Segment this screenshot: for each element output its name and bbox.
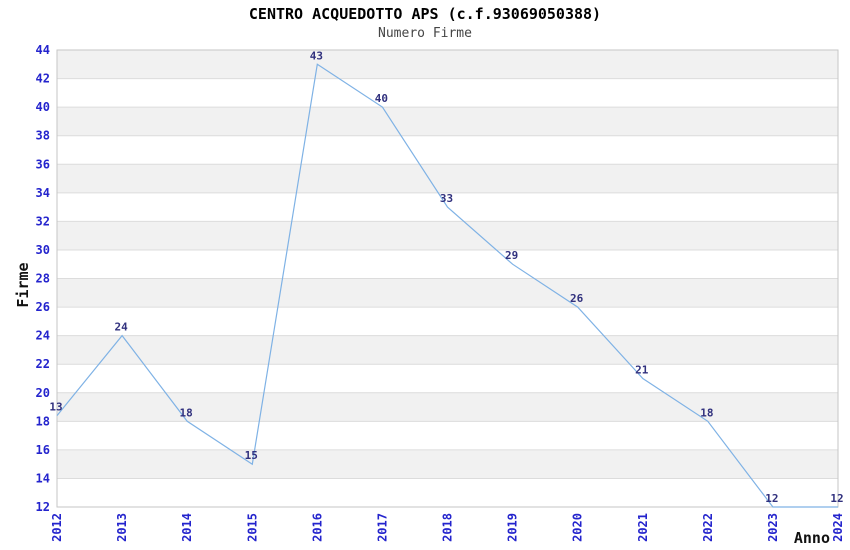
data-label: 24: [114, 321, 128, 334]
grid-band: [57, 392, 838, 422]
background-bands: [57, 50, 838, 479]
chart-title: CENTRO ACQUEDOTTO APS (c.f.93069050388): [248, 5, 602, 23]
y-tick-label: 22: [36, 357, 50, 371]
grid-band: [57, 278, 838, 308]
data-labels-layer: 13 24 18 15 43 40 33 29 26 21 18 12 12: [49, 49, 843, 505]
y-tick-label: 42: [36, 72, 50, 86]
data-label: 18: [180, 406, 193, 419]
y-tick-label: 18: [36, 414, 50, 428]
y-tick-label: 38: [36, 129, 50, 143]
y-tick-label: 44: [36, 43, 50, 57]
y-tick-label: 12: [36, 500, 50, 514]
x-tick-label: 2020: [571, 513, 585, 542]
grid-band: [57, 221, 838, 250]
x-tick-label: 2016: [310, 513, 324, 542]
y-tick-label: 14: [36, 471, 50, 485]
data-label: 43: [310, 49, 323, 62]
data-label: 12: [830, 492, 843, 505]
y-tick-label: 26: [36, 300, 50, 314]
x-tick-label: 2015: [245, 513, 259, 542]
data-label: 12: [765, 492, 778, 505]
y-tick-label: 32: [36, 214, 50, 228]
data-label: 33: [440, 192, 453, 205]
grid-band: [57, 107, 838, 136]
x-tick-label: 2022: [701, 513, 715, 542]
plot-frame: [56, 49, 839, 508]
x-tick-label: 2024: [831, 513, 845, 542]
data-label: 13: [49, 401, 62, 414]
chart-subtitle: Numero Firme: [378, 26, 472, 41]
data-label: 15: [245, 449, 258, 462]
x-tick-label: 2023: [766, 513, 780, 542]
x-tick-label: 2012: [50, 513, 64, 542]
grid-band: [57, 164, 838, 193]
x-tick-label: 2018: [441, 513, 455, 542]
y-tick-label: 24: [36, 329, 50, 343]
data-label: 21: [635, 363, 649, 376]
y-tick-label: 20: [36, 386, 50, 400]
y-tick-label: 30: [36, 243, 50, 257]
data-label: 18: [700, 406, 713, 419]
data-label: 26: [570, 292, 584, 305]
x-tick-label: 2017: [375, 513, 389, 542]
x-tick-label: 2014: [180, 513, 194, 542]
grid-band: [57, 449, 838, 479]
y-axis-title: Firme: [14, 262, 32, 307]
data-label: 29: [505, 249, 518, 262]
y-tick-label: 40: [36, 100, 50, 114]
grid-band: [57, 50, 838, 79]
y-tick-label: 28: [36, 272, 50, 286]
y-tick-label: 16: [36, 443, 50, 457]
x-axis-title: Anno: [794, 529, 830, 547]
data-label: 40: [375, 92, 388, 105]
x-tick-label: 2013: [115, 513, 129, 542]
series-layer: [56, 63, 838, 508]
plot-border: [56, 49, 839, 508]
grid-band: [57, 335, 838, 365]
y-tick-label: 34: [36, 186, 50, 200]
series-line: [56, 63, 838, 508]
y-tick-label: 36: [36, 157, 50, 171]
x-tick-label: 2021: [636, 513, 650, 542]
x-tick-label: 2019: [506, 513, 520, 542]
